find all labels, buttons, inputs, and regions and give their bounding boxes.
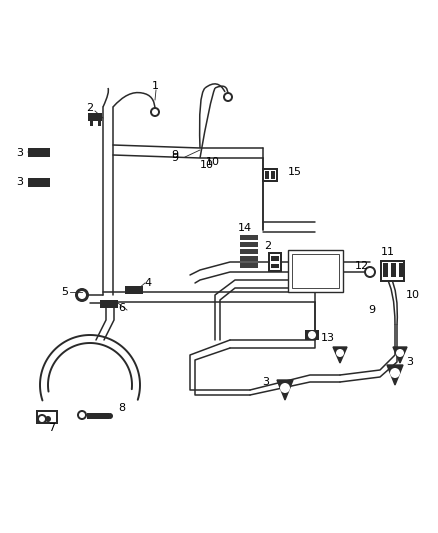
Bar bbox=[262, 168, 278, 182]
Bar bbox=[271, 171, 275, 179]
Circle shape bbox=[364, 266, 376, 278]
Text: 9: 9 bbox=[171, 150, 179, 160]
Text: 10: 10 bbox=[406, 290, 420, 300]
Polygon shape bbox=[277, 380, 293, 400]
Bar bbox=[28, 157, 50, 160]
Bar bbox=[125, 286, 143, 294]
Circle shape bbox=[308, 331, 316, 339]
Bar bbox=[240, 242, 258, 247]
Text: 3: 3 bbox=[262, 377, 269, 387]
Text: 6: 6 bbox=[119, 303, 126, 313]
Circle shape bbox=[77, 410, 87, 420]
Text: 12: 12 bbox=[355, 261, 369, 271]
Text: 15: 15 bbox=[288, 167, 302, 177]
Circle shape bbox=[280, 383, 290, 393]
Bar bbox=[90, 121, 93, 126]
Circle shape bbox=[223, 92, 233, 102]
Text: 10: 10 bbox=[200, 160, 214, 170]
Bar bbox=[305, 330, 319, 340]
Bar bbox=[240, 235, 258, 240]
Circle shape bbox=[336, 349, 344, 357]
Circle shape bbox=[75, 288, 89, 302]
Text: 7: 7 bbox=[49, 423, 56, 433]
Text: 2: 2 bbox=[86, 103, 94, 113]
Bar bbox=[265, 171, 269, 179]
Text: 11: 11 bbox=[381, 247, 395, 257]
Bar bbox=[240, 256, 258, 261]
Bar bbox=[240, 263, 258, 268]
Bar bbox=[240, 249, 258, 254]
Bar bbox=[292, 254, 339, 288]
Text: 14: 14 bbox=[238, 223, 252, 233]
Circle shape bbox=[396, 349, 404, 357]
Bar bbox=[88, 113, 102, 121]
Circle shape bbox=[37, 414, 47, 424]
Polygon shape bbox=[333, 347, 347, 363]
Bar bbox=[28, 148, 50, 157]
Bar bbox=[383, 263, 388, 277]
Text: 4: 4 bbox=[145, 278, 152, 288]
Bar bbox=[380, 260, 405, 282]
Bar bbox=[98, 121, 101, 126]
Text: 3: 3 bbox=[17, 148, 24, 158]
Polygon shape bbox=[387, 365, 403, 385]
Text: 5: 5 bbox=[61, 287, 68, 297]
Circle shape bbox=[79, 412, 85, 418]
Text: 3: 3 bbox=[406, 357, 413, 367]
Text: 13: 13 bbox=[321, 333, 335, 343]
Text: 1: 1 bbox=[152, 81, 159, 91]
Bar bbox=[268, 252, 282, 272]
Bar bbox=[264, 170, 276, 180]
Text: 3: 3 bbox=[17, 177, 24, 187]
Circle shape bbox=[107, 413, 113, 419]
Bar bbox=[87, 413, 109, 419]
Bar bbox=[391, 263, 396, 277]
Bar bbox=[28, 178, 50, 187]
Bar bbox=[271, 256, 279, 261]
Bar bbox=[271, 264, 279, 268]
Bar bbox=[38, 412, 56, 422]
Text: 9: 9 bbox=[368, 305, 375, 315]
Bar bbox=[36, 410, 58, 424]
Text: 8: 8 bbox=[118, 403, 126, 413]
Text: 9: 9 bbox=[171, 153, 179, 163]
Circle shape bbox=[390, 368, 400, 378]
Circle shape bbox=[152, 109, 158, 115]
Bar bbox=[100, 300, 118, 308]
Circle shape bbox=[39, 416, 45, 422]
Bar bbox=[382, 262, 403, 280]
Circle shape bbox=[225, 94, 231, 100]
Bar bbox=[288, 250, 343, 292]
Text: 2: 2 bbox=[265, 241, 272, 251]
Text: 10: 10 bbox=[206, 157, 220, 167]
Circle shape bbox=[150, 107, 160, 117]
Bar bbox=[270, 254, 280, 270]
Bar bbox=[28, 187, 50, 190]
Bar bbox=[399, 263, 403, 277]
Circle shape bbox=[45, 416, 51, 422]
Polygon shape bbox=[393, 347, 407, 363]
Circle shape bbox=[366, 268, 374, 276]
Circle shape bbox=[78, 291, 86, 299]
